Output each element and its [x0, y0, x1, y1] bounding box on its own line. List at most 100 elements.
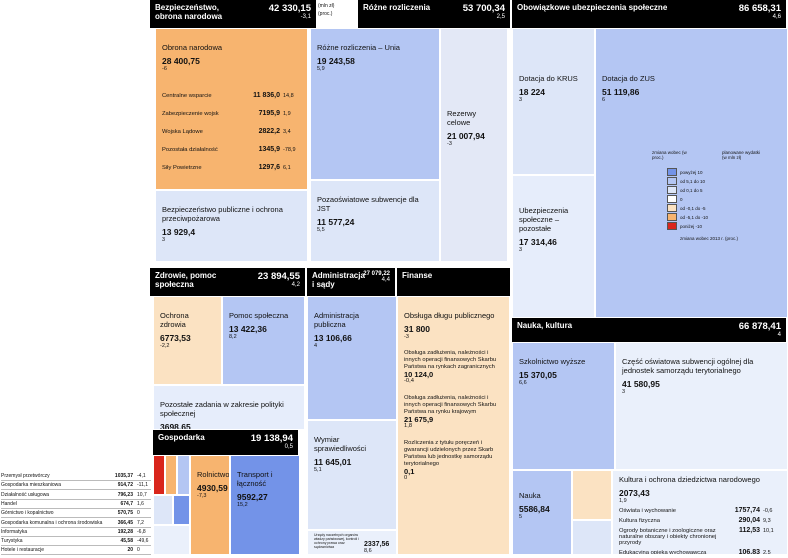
side-change: -4,1 [137, 473, 146, 479]
tile: Ubezpieczenia społeczne – pozostałe 17 31… [512, 175, 595, 318]
item-label: Rozliczenia z tytułu poręczeń i gwarancj… [404, 440, 494, 467]
item-value: 1297,6 [258, 164, 280, 171]
section-value: 19 138,94 [250, 433, 293, 444]
section-header: Bezpieczeństwo, obrona narodowa 42 330,15… [150, 0, 318, 28]
section-header: Finanse [397, 268, 512, 296]
legend-label: od -5,1 do -10 [680, 214, 709, 220]
tile-label: Rezerwy celowe [447, 109, 477, 127]
item-label: Centralne wsparcie [162, 93, 212, 99]
side-label: Gospodarka mieszkaniowa [1, 482, 62, 489]
item: Obsługa zadłużenia, należności i innych … [404, 395, 503, 430]
tile: Różne rozliczenia – Unia 19 243,58 5,9 [310, 28, 440, 180]
section-header: Obowiązkowe ubezpieczenia społeczne 86 65… [512, 0, 788, 28]
section-change: 0,5 [284, 444, 293, 450]
unit-amount: (mln zł) [318, 3, 335, 9]
section-value: 23 894,55 [257, 271, 300, 282]
side-row: Hotele i restauracje 20 0 [1, 546, 151, 556]
section-name: Finanse [402, 271, 433, 280]
side-change: 0 [137, 547, 140, 554]
section-change: 4,2 [291, 282, 300, 288]
item-value: 2822,2 [258, 128, 280, 135]
item-label: Obsługa zadłużenia, należności i innych … [404, 395, 497, 415]
tile: Ochrona zdrowia 6773,53 -2,2 [153, 296, 222, 385]
tile-label: Wymiar sprawiedliwości [314, 435, 367, 453]
item: Obsługa zadłużenia, należności i innych … [404, 350, 503, 385]
legend-swatch [667, 204, 677, 212]
tile-label: Bezpieczeństwo publiczne i ochrona przec… [162, 205, 283, 223]
item: Kultura fizyczna 290,04 9,3 [619, 517, 781, 524]
section-values: 42 330,15 -3,1 [269, 3, 311, 25]
tile-change: 8,2 [229, 334, 237, 340]
side-change: 10,7 [137, 491, 147, 498]
item-label: Edukacyjna opieka wychowawcza [619, 550, 707, 555]
tile-value: 31 800 [404, 324, 430, 334]
section-name: Administracja i sądy [312, 271, 365, 289]
side-change: -6,8 [137, 528, 146, 535]
tile-change: 6,6 [519, 380, 527, 386]
side-row: Gospodarka komunalna i ochrona środowisk… [1, 519, 151, 528]
side-value: 914,72 [117, 482, 133, 489]
tile: Część oświatowa subwencji ogólnej dla je… [615, 342, 788, 470]
tile-change: -6 [162, 66, 167, 72]
legend-entry: od 5,1 do 10 [667, 177, 705, 185]
section-value: 86 658,31 [738, 3, 781, 14]
item-change: -0,4 [404, 378, 414, 384]
tile-label: Kultura i ochrona dziedzictwa narodowego [619, 475, 760, 484]
legend-swatch [667, 186, 677, 194]
side-row: Górnictwo i kopalnictwo 570,75 0 [1, 509, 151, 519]
tile-label: Obsługa długu publicznego [404, 311, 495, 320]
tile: Obsługa długu publicznego 31 800 -3 Obsługa… [397, 296, 510, 555]
item: Rozliczenia z tytułu poręczeń i gwarancj… [404, 440, 503, 482]
legend-swatch [667, 213, 677, 221]
item-change: 0 [404, 475, 408, 481]
legend-entry: od 0,1 do 5 [667, 186, 703, 194]
cell [177, 455, 190, 495]
tile-value: 41 580,95 [622, 379, 660, 389]
legend-entry: poniżej -10 [667, 222, 702, 230]
legend: zmiana wobec (w proc.) planowane wydatki … [652, 150, 772, 246]
side-label: Turystyka [1, 538, 23, 545]
item-value: 0,1 [404, 467, 415, 476]
tile-value: 11 577,24 [317, 217, 355, 227]
item-label: Pozostała działalność [162, 147, 218, 153]
item-change: 3,4 [283, 129, 291, 135]
side-change: -49,6 [137, 538, 149, 545]
legend-entry: od -0,1 do -5 [667, 204, 706, 212]
tile-change: 3 [519, 97, 523, 103]
item-value: 7195,9 [258, 110, 280, 117]
tile-change: 3 [162, 237, 166, 243]
side-change: 7,2 [137, 519, 144, 526]
tile: Szkolnictwo wyższe 15 370,05 6,6 [512, 342, 615, 470]
tile: Dotacja do ZUS 51 119,86 6 [595, 28, 788, 318]
section-change: -3,1 [300, 14, 311, 20]
tile-change: 5,9 [317, 66, 325, 72]
tile-label: Administracja publiczna [314, 311, 360, 329]
item: Centralne wsparcie 11 836,0 14,8 [162, 92, 301, 99]
tile-label: Ubezpieczenia społeczne – pozostałe [519, 206, 569, 233]
tile-value: 11 645,01 [314, 457, 352, 467]
tile-change: 1,9 [619, 498, 627, 504]
tile-value: 18 224 [519, 87, 545, 97]
tile: Wymiar sprawiedliwości 11 645,01 5,1 [307, 420, 397, 530]
tile: Bezpieczeństwo publiczne i ochrona przec… [155, 190, 308, 262]
item: Oświata i wychowanie 1757,74 -0,6 [619, 507, 781, 514]
tile: Pozaoświatowe subwencje dla JST 11 577,24… [310, 180, 440, 262]
tile: Urzędy naczelnych organów władzy państwo… [307, 530, 397, 555]
item-label: Zabezpieczenie wojsk [162, 111, 219, 117]
side-row: Handel 674,7 1,6 [1, 500, 151, 509]
section-header: Gospodarka 19 138,94 0,5 [153, 430, 300, 455]
side-label: Działalność usługowa [1, 491, 50, 498]
tile-label: Dotacja do ZUS [602, 74, 655, 83]
section-header: Zdrowie, pomoc społeczna 23 894,55 4,2 [150, 268, 307, 296]
tile-label: Różne rozliczenia – Unia [317, 43, 400, 52]
tile-label: Rolnictwo [197, 470, 230, 479]
item-value: 1757,74 [734, 507, 760, 514]
tile-value: 6773,53 [160, 333, 191, 343]
item-label: Kultura fizyczna [619, 518, 660, 524]
item: Edukacyjna opieka wychowawcza 106,83 2,5 [619, 549, 781, 555]
side-label: Informatyka [1, 528, 28, 535]
item-change: -78,9 [283, 147, 296, 153]
side-change: 1,6 [137, 500, 144, 507]
item-change: 10,1 [763, 528, 774, 534]
